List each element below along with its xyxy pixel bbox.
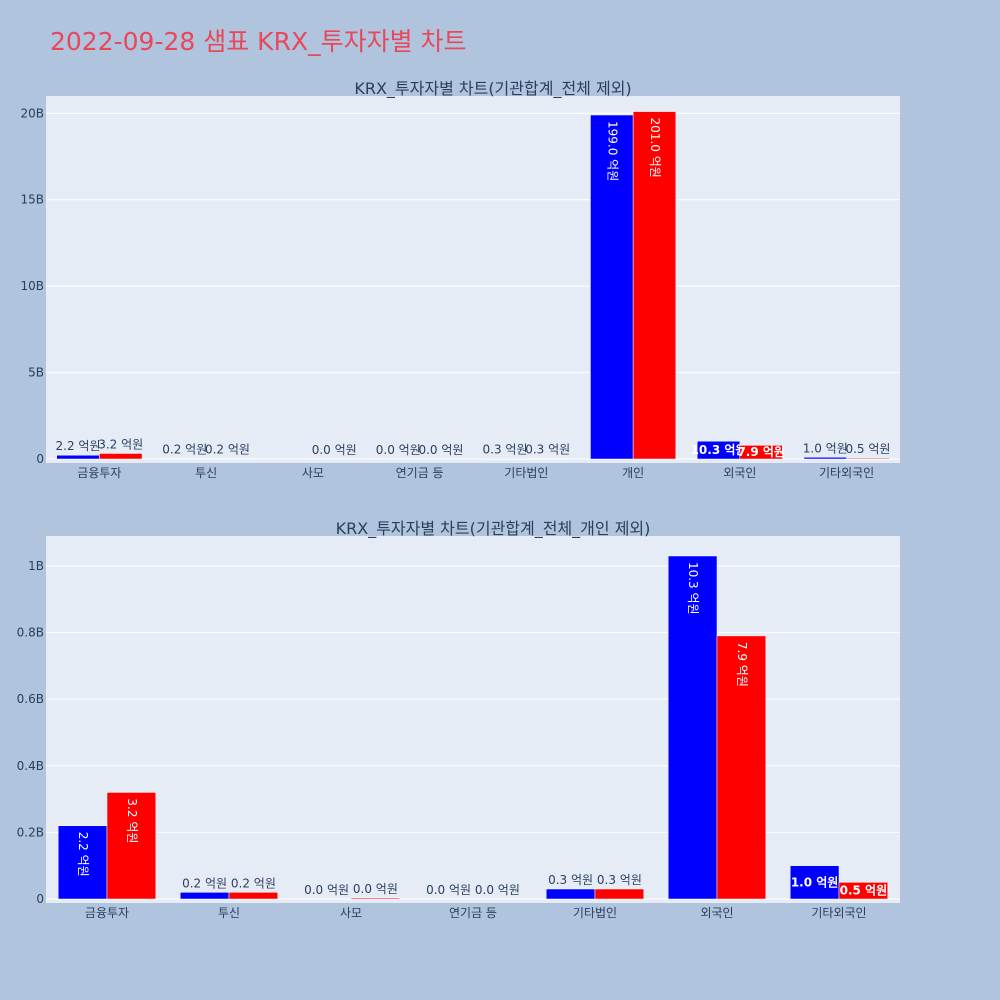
data-label: 0.0 억원 (426, 883, 471, 897)
x-tick-label: 외국인 (700, 906, 733, 920)
bar (56, 454, 100, 460)
data-label: 0.0 억원 (353, 882, 398, 896)
data-label: 0.5 억원 (845, 442, 890, 456)
y-tick-label: 0 (36, 452, 44, 466)
data-label: 0.2 억원 (162, 443, 207, 457)
data-label: 0.5 억원 (840, 884, 888, 898)
data-label: 1.0 억원 (791, 875, 839, 889)
data-label: 0.2 억원 (182, 876, 227, 890)
chart-title: KRX_투자자별 차트(기관합계_전체_개인 제외) (336, 519, 651, 539)
y-tick-label: 10B (20, 279, 44, 293)
data-label: 0.3 억원 (525, 442, 570, 456)
data-label: 199.0 억원 (605, 121, 619, 181)
y-tick-label: 0.8B (17, 626, 44, 640)
x-tick-label: 기타법인 (504, 466, 548, 480)
bar (803, 457, 847, 460)
data-label: 2.2 억원 (76, 832, 90, 877)
chart-title: KRX_투자자별 차트(기관합계_전체 제외) (354, 79, 631, 99)
data-label: 1.0 억원 (803, 441, 848, 455)
chart-top: KRX_투자자별 차트(기관합계_전체 제외) 0 5B 10B 15B 20B 금융투자 2… (20, 79, 900, 480)
bar (739, 445, 783, 460)
x-tick-label: 연기금 등 (396, 466, 444, 480)
x-tick-label: 기타법인 (573, 906, 617, 920)
data-label: 2.2 억원 (56, 439, 101, 453)
bar (106, 792, 157, 900)
data-label: 3.2 억원 (125, 798, 139, 843)
data-label: 0.3 억원 (483, 442, 528, 456)
bar (789, 865, 840, 900)
bar (594, 888, 645, 900)
data-label: 3.2 억원 (98, 437, 143, 451)
chart-bottom: KRX_투자자별 차트(기관합계_전체_개인 제외) 0 0.2B 0.4B 0.6B 0… (17, 519, 900, 920)
bar (57, 825, 108, 900)
bar (632, 111, 677, 460)
data-label: 201.0 억원 (648, 118, 662, 178)
data-label: 0.3 억원 (548, 873, 593, 887)
x-tick-label: 투신 (218, 906, 240, 920)
data-label: 10.3 억원 (686, 562, 700, 615)
data-label: 0.2 억원 (205, 443, 250, 457)
bar (179, 892, 230, 900)
x-tick-label: 기타외국인 (811, 906, 866, 920)
bar (838, 882, 889, 900)
x-tick-label: 연기금 등 (449, 906, 497, 920)
bar (846, 457, 890, 460)
y-tick-label: 5B (28, 366, 44, 380)
data-label: 10.3 억원 (691, 443, 747, 457)
page-title: 2022-09-28 샘표 KRX_투자자별 차트 (50, 27, 467, 56)
x-tick-label: 사모 (340, 906, 362, 920)
plot-area (46, 536, 900, 903)
bar (590, 114, 634, 460)
x-tick-label: 외국인 (723, 466, 756, 480)
x-tick-label: 개인 (622, 466, 644, 480)
data-label: 0.0 억원 (418, 443, 463, 457)
y-tick-label: 15B (20, 193, 44, 207)
data-label: 0.3 억원 (597, 873, 642, 887)
data-label: 0.2 억원 (231, 876, 276, 890)
x-tick-label: 금융투자 (85, 906, 129, 920)
bar (483, 458, 527, 460)
bar (228, 892, 279, 900)
bar (716, 635, 767, 900)
y-tick-label: 0.2B (17, 825, 44, 839)
bar (526, 458, 570, 460)
x-tick-label: 사모 (302, 466, 324, 480)
y-tick-label: 0.6B (17, 692, 44, 706)
y-tick-label: 0.4B (17, 759, 44, 773)
data-label: 7.9 억원 (737, 445, 785, 459)
bar (350, 897, 401, 900)
bar (99, 453, 143, 460)
data-label: 7.9 억원 (735, 642, 749, 687)
data-label: 0.0 억원 (312, 443, 357, 457)
y-tick-label: 1B (28, 559, 44, 573)
y-tick-label: 20B (20, 106, 44, 120)
data-label: 0.0 억원 (475, 883, 520, 897)
plot-area (46, 96, 900, 463)
x-tick-label: 금융투자 (77, 466, 121, 480)
bar (667, 555, 718, 900)
data-label: 0.0 억원 (304, 883, 349, 897)
bar (545, 888, 596, 900)
x-tick-label: 기타외국인 (819, 466, 874, 480)
y-tick-label: 0 (36, 892, 44, 906)
x-tick-label: 투신 (195, 466, 217, 480)
data-label: 0.0 억원 (376, 443, 421, 457)
